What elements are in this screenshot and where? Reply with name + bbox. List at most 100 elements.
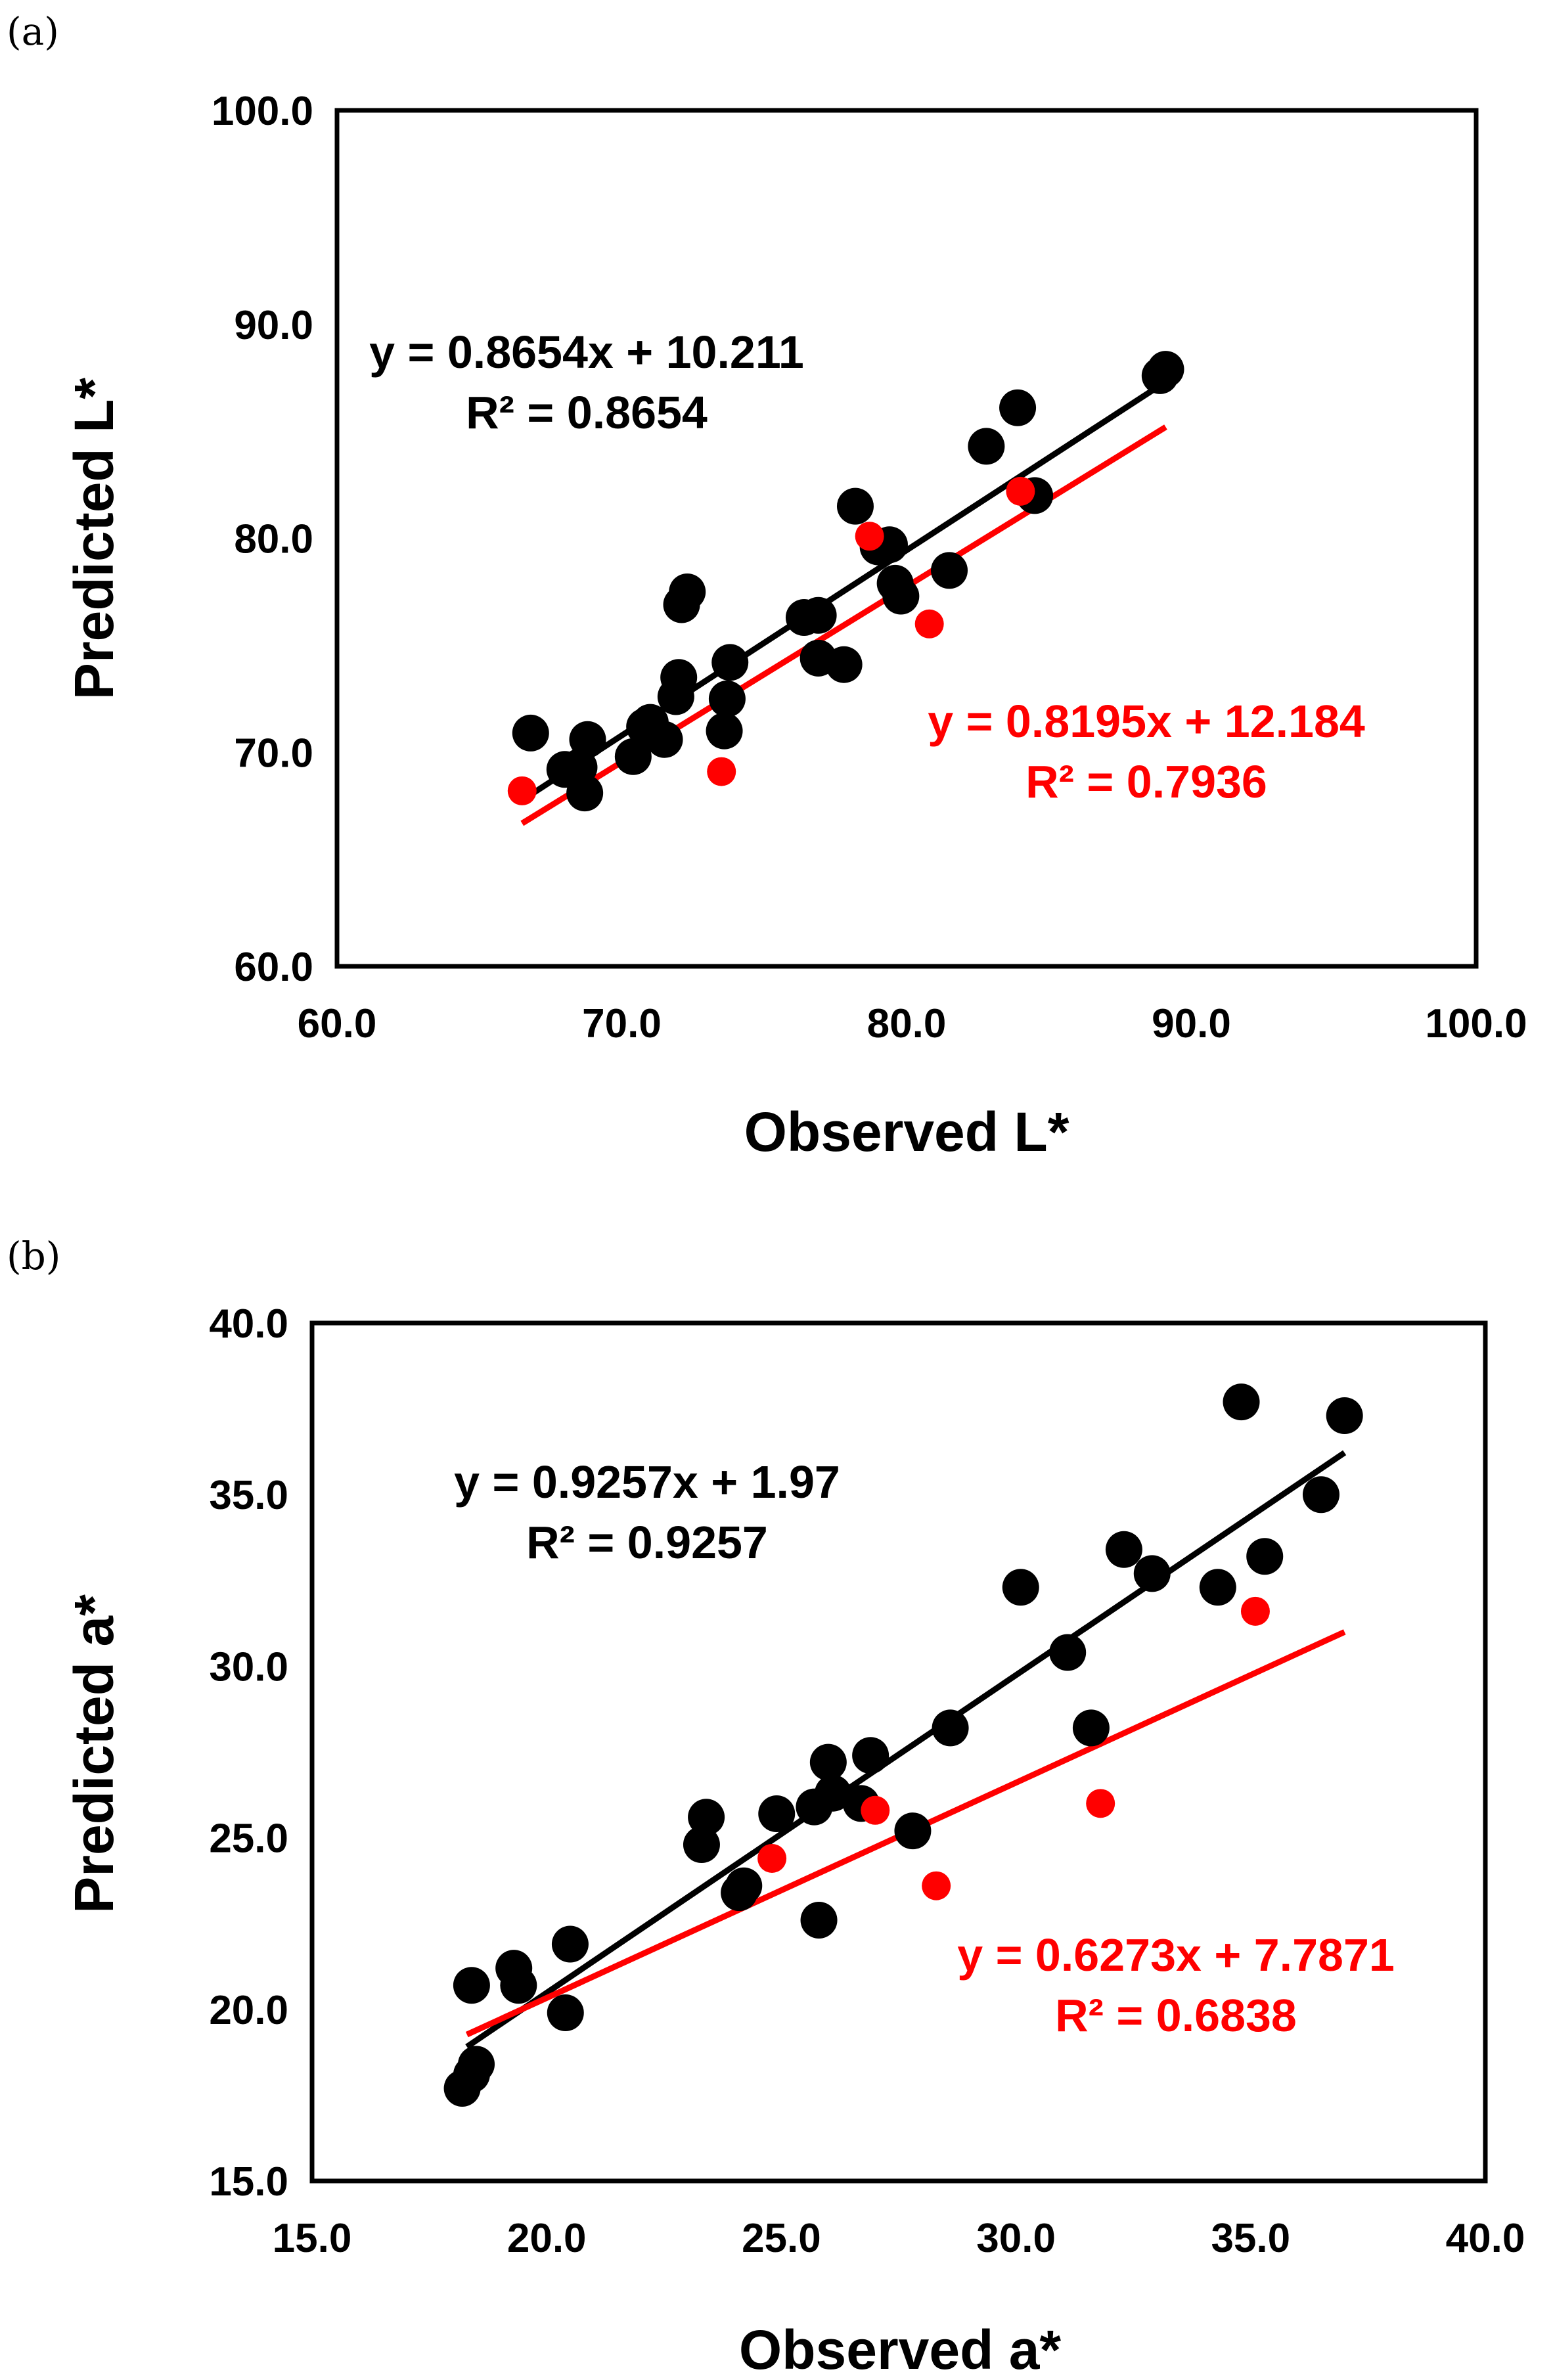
panel-a-x-tick-label: 80.0: [867, 1001, 947, 1046]
panel-a-y-ticks: 60.0 70.0 80.0 90.0 100.0: [212, 89, 313, 990]
panel-a-x-tick-label: 60.0: [298, 1001, 377, 1046]
panel-b-calibration-point: [894, 1812, 932, 1850]
panel-b-calibration-point: [1326, 1397, 1363, 1435]
panel-a-y-tick-label: 100.0: [212, 89, 313, 134]
panel-b-calibration-point: [1302, 1476, 1339, 1514]
panel-a-validation-point: [707, 757, 736, 786]
panel-a-calibration-point: [931, 552, 968, 589]
panel-a-x-tick-label: 70.0: [582, 1001, 662, 1046]
panel-b-y-tick-label: 15.0: [209, 2159, 288, 2205]
panel-a-y-axis-title: Predicted L*: [63, 378, 125, 700]
panel-a-validation-r2: R² = 0.7936: [1025, 756, 1267, 807]
panel-a-calibration-point: [999, 389, 1037, 426]
panel-b-validation-point: [922, 1871, 951, 1900]
panel-b-calibration-point: [800, 1901, 838, 1939]
panel-b-calibration-point: [1199, 1569, 1236, 1606]
panel-b-calibration-point: [1246, 1538, 1284, 1575]
panel-a-label: (a): [7, 9, 59, 54]
panel-b-calibration-point: [547, 1994, 584, 2032]
panel-b-calibration-point: [814, 1774, 851, 1812]
panel-b-y-tick-label: 25.0: [209, 1816, 288, 1862]
panel-b-calibration-point: [551, 1925, 589, 1963]
panel-b-y-axis-title: Predicted a*: [63, 1594, 125, 1914]
panel-b-calibration-point: [932, 1709, 969, 1747]
panel-b-y-ticks: 15.0 20.0 25.0 30.0 35.0 40.0: [209, 1301, 288, 2205]
panel-b-validation-r2: R² = 0.6838: [1055, 1990, 1297, 2041]
panel-b-y-tick-label: 30.0: [209, 1644, 288, 1690]
panel-a-validation-point: [1006, 476, 1035, 506]
panel-b-calibration-equation: y = 0.9257x + 1.97: [454, 1456, 840, 1508]
panel-a-calibration-point: [968, 428, 1005, 465]
panel-b-calibration-point: [758, 1795, 796, 1833]
panel-a-x-tick-label: 90.0: [1152, 1001, 1231, 1046]
panel-b-validation-equation: y = 0.6273x + 7.7871: [957, 1929, 1395, 1981]
panel-b-calibration-point: [1105, 1531, 1142, 1568]
panel-b-validation-point: [757, 1843, 787, 1873]
panel-b-y-tick-label: 20.0: [209, 1988, 288, 2033]
panel-a-calibration-point: [646, 721, 683, 758]
panel-b-calibration-point: [688, 1799, 725, 1836]
panel-a-calibration-point: [882, 577, 920, 615]
panel-a-calibration-point: [799, 596, 837, 634]
panel-b-x-tick-label: 40.0: [1446, 2216, 1525, 2261]
panel-a-calibration-point: [711, 644, 749, 681]
panel-a-calibration-point: [825, 646, 863, 683]
panel-b-calibration-point: [458, 2046, 495, 2083]
panel-a: (a) 60.0 70.0 80.0 90.0 100.0 60.0 70.0 80.0 90…: [7, 9, 1527, 1163]
panel-a-calibration-point: [1147, 351, 1184, 388]
panel-b-x-axis-title: Observed a*: [739, 2319, 1062, 2380]
panel-a-points: [507, 351, 1184, 812]
panel-b-points: [443, 1383, 1363, 2107]
panel-a-x-axis-title: Observed L*: [744, 1101, 1069, 1163]
panel-b-calibration-point: [852, 1737, 889, 1774]
panel-b-x-tick-label: 25.0: [742, 2216, 821, 2261]
panel-b-calibration-point: [453, 1967, 490, 2004]
panel-b-validation-point: [861, 1795, 890, 1825]
panel-a-validation-point: [914, 609, 944, 639]
panel-a-calibration-point: [660, 659, 698, 696]
panel-a-y-tick-label: 90.0: [234, 303, 313, 348]
panel-b-plot-frame: [309, 1320, 1488, 2184]
panel-a-plot-frame: [334, 108, 1479, 969]
panel-b-validation-point: [1086, 1789, 1115, 1818]
panel-a-validation-point: [855, 522, 884, 551]
panel-a-validation-equation: y = 0.8195x + 12.184: [928, 696, 1365, 747]
panel-a-calibration-point: [569, 721, 606, 758]
panel-b-x-tick-label: 20.0: [507, 2216, 587, 2261]
panel-a-calibration-point: [566, 775, 604, 812]
panel-a-calibration-point: [512, 714, 549, 752]
panel-b-calibration-point: [725, 1867, 763, 1904]
panel-a-x-ticks: 60.0 70.0 80.0 90.0 100.0: [298, 1001, 1527, 1046]
panel-a-y-tick-label: 60.0: [234, 945, 313, 990]
panel-b-calibration-r2: R² = 0.9257: [526, 1517, 768, 1568]
panel-b-x-ticks: 15.0 20.0 25.0 30.0 35.0 40.0: [273, 2216, 1525, 2261]
panel-b-calibration-point: [683, 1826, 720, 1864]
panel-b-y-tick-label: 35.0: [209, 1473, 288, 1518]
panel-b-calibration-point: [1223, 1383, 1260, 1421]
panel-b-calibration-point: [500, 1967, 537, 2004]
panel-a-calibration-r2: R² = 0.8654: [466, 387, 708, 438]
panel-b-calibration-point: [809, 1743, 847, 1781]
panel-a-calibration-point: [669, 573, 706, 610]
panel-b-x-tick-label: 30.0: [976, 2216, 1056, 2261]
panel-b-y-tick-label: 40.0: [209, 1301, 288, 1347]
panel-b-validation-point: [1240, 1596, 1270, 1626]
panel-b-x-tick-label: 35.0: [1211, 2216, 1290, 2261]
panel-b-label: (b): [7, 1234, 60, 1278]
panel-b-calibration-point: [1049, 1634, 1087, 1671]
panel-a-calibration-equation: y = 0.8654x + 10.211: [369, 326, 804, 378]
panel-a-calibration-point: [836, 487, 874, 525]
panel-b-calibration-point: [1133, 1555, 1171, 1592]
panel-b-calibration-point: [1002, 1569, 1039, 1606]
panel-b-calibration-trendline: [465, 1450, 1347, 2050]
panel-a-calibration-point: [614, 738, 652, 775]
panel-a-y-tick-label: 80.0: [234, 517, 313, 562]
panel-b: (b) 15.0 20.0 25.0 30.0 35.0 40.0 15.0 20.0 25.…: [7, 1234, 1525, 2380]
panel-b-x-tick-label: 15.0: [273, 2216, 352, 2261]
panel-a-calibration-point: [708, 680, 746, 717]
panel-a-validation-point: [507, 776, 537, 805]
panel-a-calibration-point: [706, 712, 743, 750]
panel-b-calibration-point: [1072, 1709, 1110, 1747]
panel-a-y-tick-label: 70.0: [234, 730, 313, 776]
